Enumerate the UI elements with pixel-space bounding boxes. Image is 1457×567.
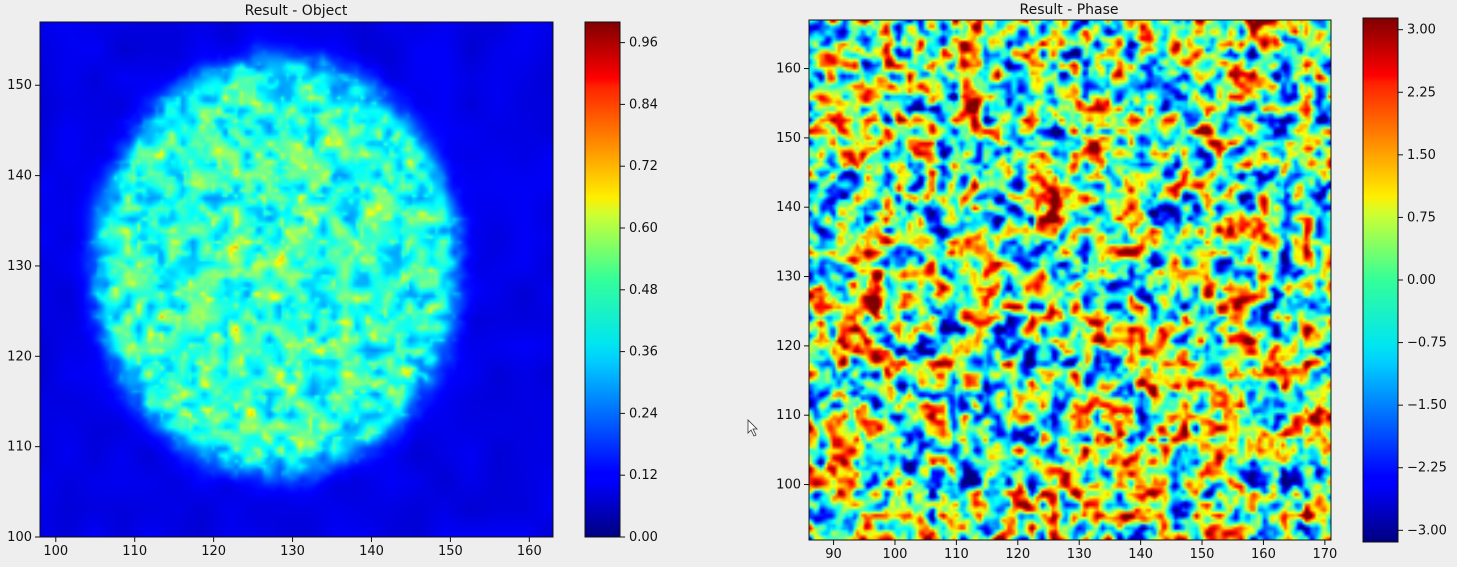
object-colorbar-axis: 0.00 0.12 0.24 0.36 0.48 0.60 0.72 0.84 0.96 xyxy=(620,36,658,545)
phase-x-tick-label: 130 xyxy=(1067,547,1092,562)
phase-y-tick-label: 140 xyxy=(776,200,801,215)
object-x-tick-label: 100 xyxy=(43,544,68,559)
object-y-tick-label: 150 xyxy=(7,78,32,93)
phase-chart: Result - Phase 90 100 110 120 130 140 150 160 17… xyxy=(776,2,1447,562)
object-y-tick-label: 110 xyxy=(7,440,32,455)
object-y-tick-label: 100 xyxy=(7,530,32,545)
phase-colorbar-tick-label: 0.75 xyxy=(1407,210,1436,225)
phase-plot-frame xyxy=(808,19,1332,541)
phase-y-tick-label: 100 xyxy=(776,478,801,493)
phase-colorbar-tick-label: 1.50 xyxy=(1407,148,1436,163)
phase-x-tick-label: 100 xyxy=(883,547,908,562)
object-y-tick-label: 130 xyxy=(7,259,32,274)
object-x-tick-label: 150 xyxy=(438,544,463,559)
object-colorbar-tick-label: 0.24 xyxy=(629,406,658,421)
phase-colorbar-tick-label: 0.00 xyxy=(1407,273,1436,288)
object-chart: Result - Object 100 110 120 130 140 150 160 10… xyxy=(7,3,658,559)
object-x-tick-label: 110 xyxy=(122,544,147,559)
object-colorbar-tick-label: 0.84 xyxy=(629,97,658,112)
mouse-cursor-icon xyxy=(747,419,758,437)
phase-y-tick-label: 160 xyxy=(776,62,801,77)
phase-y-tick-label: 120 xyxy=(776,339,801,354)
phase-x-tick-label: 90 xyxy=(825,547,842,562)
phase-colorbar-tick-label: −2.25 xyxy=(1407,461,1447,476)
object-y-tick-label: 140 xyxy=(7,169,32,184)
phase-x-tick-label: 110 xyxy=(944,547,969,562)
phase-x-tick-label: 160 xyxy=(1251,547,1276,562)
phase-colorbar-tick-label: −3.00 xyxy=(1407,523,1447,538)
object-colorbar-tick-label: 0.00 xyxy=(629,530,658,545)
phase-x-axis: 90 100 110 120 130 140 150 160 170 xyxy=(825,540,1337,562)
object-colorbar xyxy=(585,22,620,537)
object-colorbar-tick-label: 0.60 xyxy=(629,221,658,236)
phase-y-tick-label: 110 xyxy=(776,408,801,423)
phase-x-tick-label: 150 xyxy=(1190,547,1215,562)
phase-x-tick-label: 120 xyxy=(1005,547,1030,562)
object-y-axis: 100 110 120 130 140 150 xyxy=(7,78,40,545)
phase-colorbar-tick-label: 3.00 xyxy=(1407,23,1436,38)
object-plot-frame xyxy=(39,21,554,538)
phase-x-tick-label: 170 xyxy=(1312,547,1337,562)
phase-colorbar-tick-label: −0.75 xyxy=(1407,336,1447,351)
object-colorbar-tick-label: 0.12 xyxy=(629,468,658,483)
object-x-axis: 100 110 120 130 140 150 160 xyxy=(43,537,542,559)
object-colorbar-tick-label: 0.36 xyxy=(629,345,658,360)
phase-chart-title: Result - Phase xyxy=(1019,2,1118,18)
object-x-tick-label: 160 xyxy=(517,544,542,559)
object-colorbar-tick-label: 0.48 xyxy=(629,283,658,298)
object-y-tick-label: 120 xyxy=(7,349,32,364)
object-chart-title: Result - Object xyxy=(245,3,348,19)
object-x-tick-label: 140 xyxy=(359,544,384,559)
phase-x-tick-label: 140 xyxy=(1128,547,1153,562)
object-colorbar-tick-label: 0.96 xyxy=(629,36,658,51)
phase-colorbar xyxy=(1363,18,1398,542)
phase-colorbar-tick-label: −1.50 xyxy=(1407,398,1447,413)
phase-y-tick-label: 130 xyxy=(776,270,801,285)
phase-y-axis: 100 110 120 130 140 150 160 xyxy=(776,62,809,493)
object-colorbar-frame xyxy=(584,21,621,538)
object-x-tick-label: 120 xyxy=(201,544,226,559)
object-x-tick-label: 130 xyxy=(280,544,305,559)
phase-colorbar-axis: −3.00 −2.25 −1.50 −0.75 0.00 0.75 1.50 2.25 3.00 xyxy=(1398,23,1447,538)
object-heatmap xyxy=(40,22,553,537)
phase-y-tick-label: 150 xyxy=(776,131,801,146)
phase-heatmap xyxy=(809,20,1331,540)
object-colorbar-tick-label: 0.72 xyxy=(629,159,658,174)
phase-colorbar-tick-label: 2.25 xyxy=(1407,85,1436,100)
